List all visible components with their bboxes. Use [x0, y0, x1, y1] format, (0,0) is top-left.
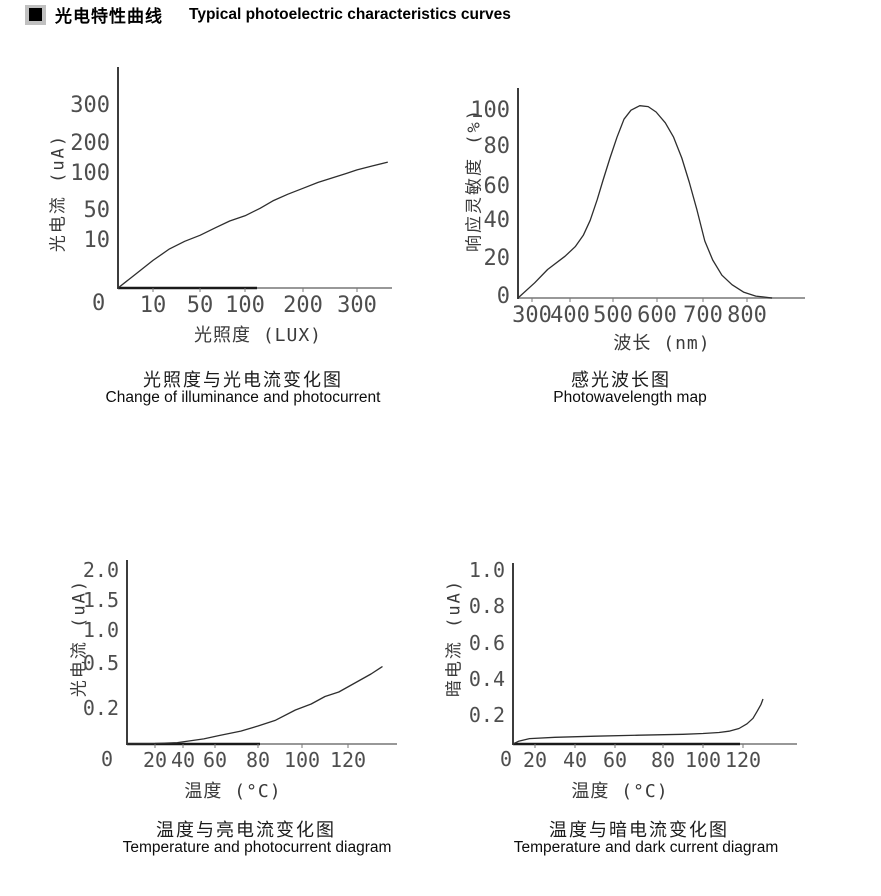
x-tick-label: 100 — [225, 293, 265, 318]
x-tick-label: 80 — [245, 748, 271, 772]
y-tick-label: 200 — [70, 130, 110, 156]
curve-line — [117, 161, 388, 289]
x-tick-label: 20 — [522, 748, 548, 772]
page-title-zh: 光电特性曲线 — [55, 7, 163, 26]
y-tick-label: 60 — [483, 173, 511, 199]
chart-temperature-photocurrent: 光电流 (uA) 温度 (°C) 温度与亮电流变化图 Temperature a… — [30, 550, 460, 895]
page-header: 光电特性曲线 Typical photoelectric characteris… — [25, 2, 511, 27]
x-tick-label: 120 — [724, 748, 762, 772]
y-tick-label: 0.8 — [468, 594, 505, 618]
x-tick-label: 400 — [550, 303, 590, 328]
y-tick-label: 0 — [496, 283, 510, 309]
y-tick-label: 2.0 — [82, 558, 119, 582]
y-tick-label: 0.6 — [468, 631, 505, 655]
origin-tick-label: 0 — [500, 747, 513, 771]
chart-temperature-darkcurrent: 暗电流 (uA) 温度 (°C) 温度与暗电流变化图 Temperature a… — [445, 550, 875, 895]
chart-spectral-response: 响应灵敏度 (%) 波长 (nm) 感光波长图 Photowavelength … — [445, 55, 875, 415]
y-tick-label: 1.0 — [468, 558, 505, 582]
illuminance-photocurrent-plot — [117, 67, 392, 292]
x-tick-label: 200 — [283, 293, 323, 318]
x-tick-label: 600 — [637, 303, 677, 328]
x-tick-label: 800 — [727, 303, 767, 328]
y-tick-label: 50 — [83, 197, 111, 223]
x-tick-label: 120 — [329, 748, 367, 772]
x-tick-label: 500 — [593, 303, 633, 328]
y-tick-label: 10 — [83, 227, 111, 253]
section-marker-box — [25, 4, 46, 25]
x-tick-label: 100 — [283, 748, 321, 772]
x-tick-label: 20 — [142, 748, 168, 772]
y-tick-label: 80 — [483, 133, 511, 159]
y-tick-label: 100 — [470, 97, 510, 123]
y-tick-label: 0.2 — [82, 696, 119, 720]
origin-tick-label: 0 — [92, 291, 106, 316]
x-tick-label: 80 — [650, 748, 676, 772]
x-tick-label: 50 — [186, 293, 214, 318]
x-tick-label: 60 — [202, 748, 228, 772]
y-tick-label: 300 — [70, 92, 110, 118]
caption-en: Change of illuminance and photocurrent — [105, 389, 381, 406]
x-tick-label: 300 — [512, 303, 552, 328]
y-tick-label: 40 — [483, 207, 511, 233]
y-tick-label: 1.5 — [82, 588, 119, 612]
y-tick-label: 0.2 — [468, 703, 505, 727]
chart-illuminance-photocurrent: 光电流 (uA) 光照度 (LUX) 光照度与光电流变化图 Change of … — [30, 55, 460, 415]
section-marker-icon — [29, 8, 42, 21]
y-tick-label: 0.5 — [82, 651, 119, 675]
caption-zh: 温度与暗电流变化图 — [549, 820, 729, 841]
temperature-darkcurrent-plot — [512, 563, 797, 748]
curve-line — [512, 698, 764, 745]
y-tick-label: 100 — [70, 160, 110, 186]
curve-line — [126, 665, 383, 745]
caption-zh: 温度与亮电流变化图 — [156, 820, 336, 841]
x-tick-label: 60 — [602, 748, 628, 772]
x-axis-label: 波长 (nm) — [613, 333, 711, 354]
x-tick-label: 10 — [139, 293, 167, 318]
x-axis-label: 光照度 (LUX) — [193, 325, 323, 346]
x-tick-label: 300 — [337, 293, 377, 318]
caption-zh: 光照度与光电流变化图 — [143, 370, 343, 391]
x-tick-label: 40 — [562, 748, 588, 772]
x-axis-label: 温度 (°C) — [571, 781, 669, 802]
curve-line — [517, 105, 773, 299]
x-tick-label: 100 — [684, 748, 722, 772]
origin-tick-label: 0 — [101, 747, 114, 771]
caption-zh: 感光波长图 — [571, 370, 671, 391]
x-axis-label: 温度 (°C) — [184, 781, 282, 802]
y-tick-label: 1.0 — [82, 618, 119, 642]
spectral-response-plot — [517, 88, 805, 302]
temperature-photocurrent-plot — [126, 560, 397, 748]
x-tick-label: 700 — [683, 303, 723, 328]
x-tick-label: 40 — [170, 748, 196, 772]
caption-en: Temperature and dark current diagram — [513, 839, 779, 856]
caption-en: Photowavelength map — [553, 389, 707, 406]
caption-en: Temperature and photocurrent diagram — [122, 839, 392, 856]
page-title-en: Typical photoelectric characteristics cu… — [189, 5, 511, 23]
y-tick-label: 0.4 — [468, 667, 505, 691]
y-tick-label: 20 — [483, 245, 511, 271]
